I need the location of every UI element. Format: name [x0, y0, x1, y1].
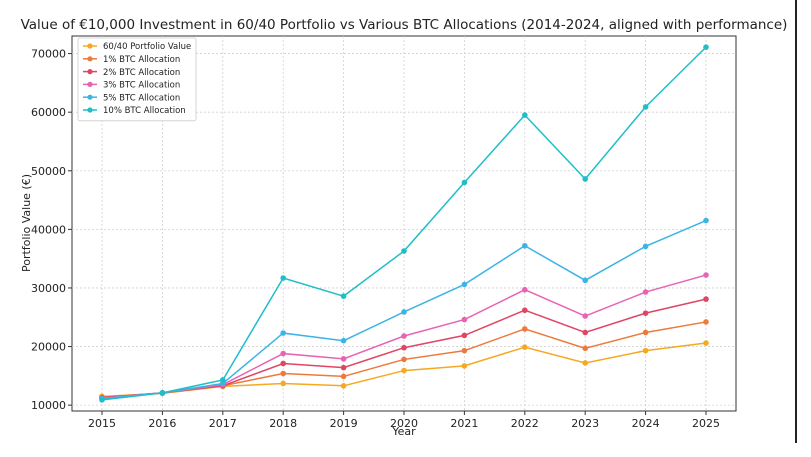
x-tick-label: 2016 [148, 417, 176, 430]
data-point [401, 367, 407, 374]
y-tick-label: 60000 [31, 106, 66, 119]
legend: 60/40 Portfolio Value 1% BTC Allocation 2%… [77, 37, 197, 122]
data-point [340, 356, 347, 362]
legend-label: 3% BTC Allocation [103, 81, 180, 91]
x-axis-label: Year [391, 425, 416, 438]
data-point [461, 179, 468, 186]
legend-label: 1% BTC Allocation [103, 55, 180, 65]
x-tick-label: 2018 [269, 417, 297, 430]
legend-marker [87, 56, 93, 62]
x-tick-label: 2023 [571, 417, 599, 430]
x-tick-label: 2024 [632, 417, 660, 430]
x-tick-label: 2020 [390, 417, 418, 430]
x-tick-label: 2021 [450, 417, 478, 430]
data-point [582, 360, 588, 366]
data-point [461, 332, 468, 339]
data-point [99, 397, 105, 403]
legend-marker [87, 94, 93, 100]
data-point [340, 364, 347, 371]
x-tick-label: 2025 [692, 417, 720, 430]
axis-ticks: 10000 20000 30000 40000 50000 60000 70000 2015 2… [31, 48, 720, 430]
data-point [340, 293, 347, 299]
data-point [280, 275, 287, 281]
data-point [220, 377, 226, 383]
data-point [280, 370, 287, 377]
data-point [642, 329, 649, 336]
data-point [280, 380, 287, 387]
data-point [703, 319, 709, 325]
data-point [522, 112, 528, 118]
window-edge-divider [795, 0, 797, 443]
data-point [461, 347, 468, 354]
data-point [522, 307, 528, 314]
data-point [280, 350, 287, 357]
data-point [582, 176, 588, 182]
data-point [642, 289, 649, 295]
data-point [642, 347, 649, 354]
data-point [461, 316, 468, 323]
y-tick-label: 40000 [31, 223, 66, 236]
data-point [703, 272, 709, 278]
legend-label: 5% BTC Allocation [103, 93, 180, 103]
y-tick-label: 70000 [31, 48, 66, 61]
data-point [401, 344, 407, 351]
data-point [340, 383, 347, 389]
data-point [401, 309, 407, 315]
data-point [582, 345, 588, 352]
data-point [642, 310, 649, 316]
data-point [522, 344, 528, 350]
series-layer [99, 44, 709, 403]
y-tick-label: 30000 [31, 282, 66, 295]
data-point [522, 286, 528, 293]
legend-marker [87, 81, 93, 87]
y-tick-label: 50000 [31, 165, 66, 178]
data-point [401, 248, 407, 254]
data-point [522, 242, 528, 249]
legend-label: 2% BTC Allocation [103, 68, 180, 78]
data-point [642, 104, 649, 110]
data-point [280, 330, 287, 336]
data-point [582, 313, 588, 319]
data-point [401, 333, 407, 339]
data-point [280, 360, 287, 367]
x-tick-label: 2015 [88, 417, 116, 430]
x-tick-label: 2017 [209, 417, 237, 430]
data-point [461, 363, 468, 369]
y-tick-label: 20000 [31, 341, 66, 354]
series-6 [99, 44, 709, 403]
data-point [703, 340, 709, 346]
data-point [340, 337, 347, 344]
data-point [582, 277, 588, 284]
data-point [582, 329, 588, 336]
data-point [703, 296, 709, 302]
data-point [340, 373, 347, 380]
legend-box [77, 37, 197, 122]
legend-marker [87, 43, 93, 49]
data-point [703, 44, 709, 50]
y-axis-label: Portfolio Value (€) [20, 174, 33, 272]
x-tick-label: 2022 [511, 417, 539, 430]
data-point [642, 243, 649, 250]
y-tick-label: 10000 [31, 399, 66, 412]
data-point [522, 326, 528, 332]
legend-label: 10% BTC Allocation [103, 106, 186, 116]
data-point [159, 390, 166, 396]
chart-title: Value of €10,000 Investment in 60/40 Por… [21, 17, 788, 33]
legend-label: 60/40 Portfolio Value [103, 42, 191, 52]
legend-marker [87, 107, 93, 113]
x-tick-label: 2019 [330, 417, 358, 430]
data-point [703, 217, 709, 224]
data-point [401, 356, 407, 363]
data-point [461, 281, 468, 288]
legend-marker [87, 69, 93, 75]
